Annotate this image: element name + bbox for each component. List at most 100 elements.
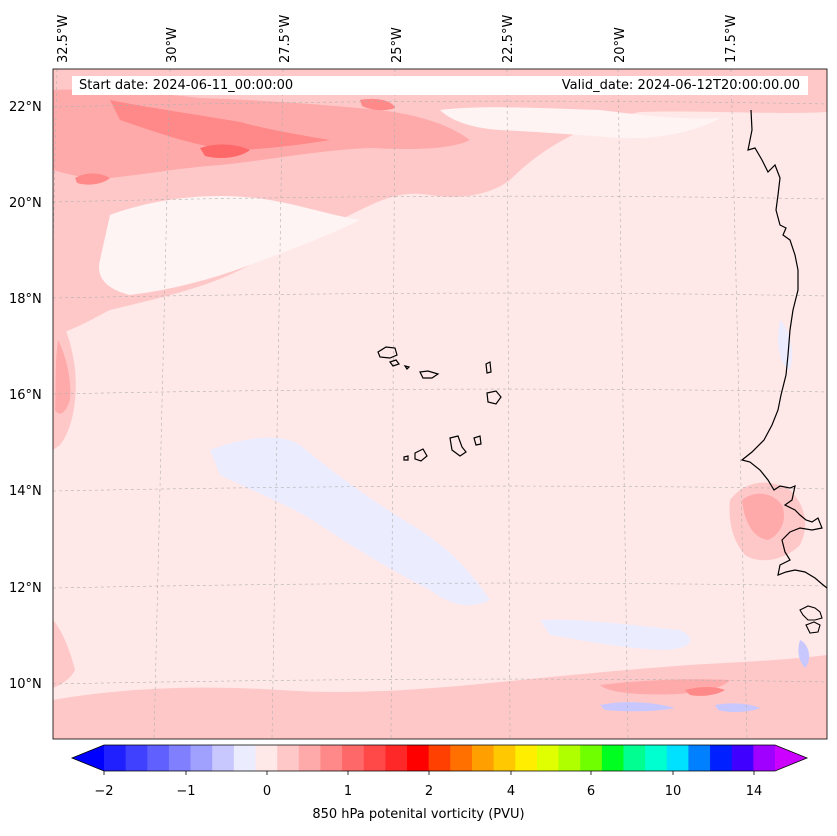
pv-negative-patch-east: [778, 320, 792, 370]
africa-coastline: [740, 109, 827, 589]
colorbar-segment: [407, 745, 430, 771]
colorbar-segment: [493, 745, 516, 771]
island-santiago: [449, 435, 467, 457]
colorbar-tick-label: −1: [176, 784, 195, 799]
colorbar-segment: [450, 745, 473, 771]
lon-label: 20°W: [613, 27, 628, 63]
colorbar-segment: [645, 745, 668, 771]
pv-coastal-negative: [798, 640, 810, 668]
latitude-labels: 22°N 20°N 18°N 16°N 14°N 12°N 10°N: [9, 100, 42, 692]
island-sao-vicente: [389, 359, 400, 367]
colorbar-segment: [147, 745, 170, 771]
lat-label: 14°N: [9, 484, 42, 499]
lat-label: 10°N: [9, 677, 42, 692]
colorbar-segment: [666, 745, 689, 771]
colorbar-under-arrow: [72, 745, 104, 771]
colorbar-segment: [320, 745, 343, 771]
colorbar-tick-label: 6: [587, 784, 595, 799]
island-boa-vista: [486, 390, 502, 405]
pv-contour-north-band-3: [110, 100, 330, 150]
map-frame: [52, 68, 828, 740]
pv-negative-streak: [210, 437, 490, 606]
colorbar-segment: [471, 745, 495, 771]
colorbar-label: 850 hPa potenital vorticity (PVU): [312, 807, 525, 822]
colorbar-segment: [515, 745, 538, 771]
pv-contour-north-max-2: [75, 173, 110, 185]
island-santa-luzia: [403, 365, 411, 370]
pv-pale-patch-2: [440, 107, 720, 139]
pv-field: [53, 69, 827, 739]
colorbar-tick-label: 1: [344, 784, 352, 799]
lon-label: 22.5°W: [501, 15, 516, 63]
colorbar-segment: [212, 745, 235, 771]
colorbar-segment: [536, 745, 560, 771]
island-brava: [403, 455, 409, 461]
pv-contour-coastal-max: [742, 493, 785, 540]
colorbar: [70, 744, 809, 775]
colorbar-segment: [558, 745, 581, 771]
colorbar-segment: [233, 745, 257, 771]
lat-label: 18°N: [9, 292, 42, 307]
colorbar-segment: [753, 745, 776, 771]
pv-contour-south-max-2: [685, 687, 725, 696]
island-maio: [473, 435, 482, 446]
lat-label: 22°N: [9, 100, 42, 115]
colorbar-segment: [168, 745, 192, 771]
colorbar-segment: [298, 745, 321, 771]
colorbar-tick-label: 0: [263, 784, 271, 799]
colorbar-segment: [385, 745, 408, 771]
graticule: [53, 69, 827, 739]
colorbar-segment: [710, 745, 733, 771]
colorbar-segment: [104, 745, 127, 771]
colorbar-ticks: −2 −1 0 1 2 4 6 10 14: [94, 784, 762, 799]
colorbar-tick-label: 14: [746, 784, 763, 799]
colorbar-segment: [255, 745, 278, 771]
colorbar-tick-label: 4: [507, 784, 515, 799]
colorbar-tick-label: −2: [94, 784, 113, 799]
island-santo-antao: [377, 346, 398, 359]
colorbar-segment: [428, 745, 451, 771]
island-sao-nicolau: [419, 370, 440, 379]
lon-label: 30°W: [165, 27, 180, 63]
colorbar-segment: [688, 745, 711, 771]
island-sal: [485, 361, 492, 374]
pv-contour-south-band: [53, 655, 827, 739]
pv-negative-south-strip-2: [715, 703, 760, 713]
colorbar-segment: [125, 745, 148, 771]
colorbar-segment: [363, 745, 386, 771]
pv-negative-south-strip: [600, 702, 675, 712]
colorbar-segment: [623, 745, 646, 771]
pv-contour-west-max: [55, 340, 71, 414]
colorbar-outline: [70, 744, 809, 772]
africa-coastline-3: [805, 621, 821, 634]
pv-contour-west-lower: [53, 620, 75, 688]
colorbar-segment: [190, 745, 213, 771]
island-fogo: [414, 448, 428, 462]
lat-label: 16°N: [9, 388, 42, 403]
longitude-labels: 32.5°W 30°W 27.5°W 25°W 22.5°W 20°W 17.5…: [56, 15, 739, 63]
lon-label: 32.5°W: [56, 15, 71, 63]
colorbar-segment: [342, 745, 365, 771]
colorbar-segment: [601, 745, 624, 771]
lat-label: 12°N: [9, 581, 42, 596]
valid-date-label: Valid_date: 2024-06-12T20:00:00.00: [561, 78, 800, 93]
lat-label: 20°N: [9, 196, 42, 211]
start-date-label: Start date: 2024-06-11_00:00:00: [79, 78, 294, 93]
colorbar-tick-label: 10: [665, 784, 682, 799]
colorbar-tick-label: 2: [425, 784, 433, 799]
colorbar-segment: [731, 745, 754, 771]
cape-verde-islands: [377, 346, 502, 462]
pv-pale-patch-1: [99, 195, 361, 295]
africa-coastline-2: [799, 605, 823, 621]
colorbar-segment: [580, 745, 603, 771]
colorbar-over-arrow: [775, 745, 807, 771]
colorbar-segment: [277, 745, 300, 771]
pv-negative-patch-south: [540, 619, 691, 650]
lon-label: 25°W: [390, 27, 405, 63]
pv-contour-north-max: [200, 144, 250, 158]
pv-contour-north-max-3: [360, 98, 395, 111]
lon-label: 27.5°W: [278, 15, 293, 63]
lon-label: 17.5°W: [724, 15, 739, 63]
date-info-box: Start date: 2024-06-11_00:00:00 Valid_da…: [72, 76, 808, 95]
